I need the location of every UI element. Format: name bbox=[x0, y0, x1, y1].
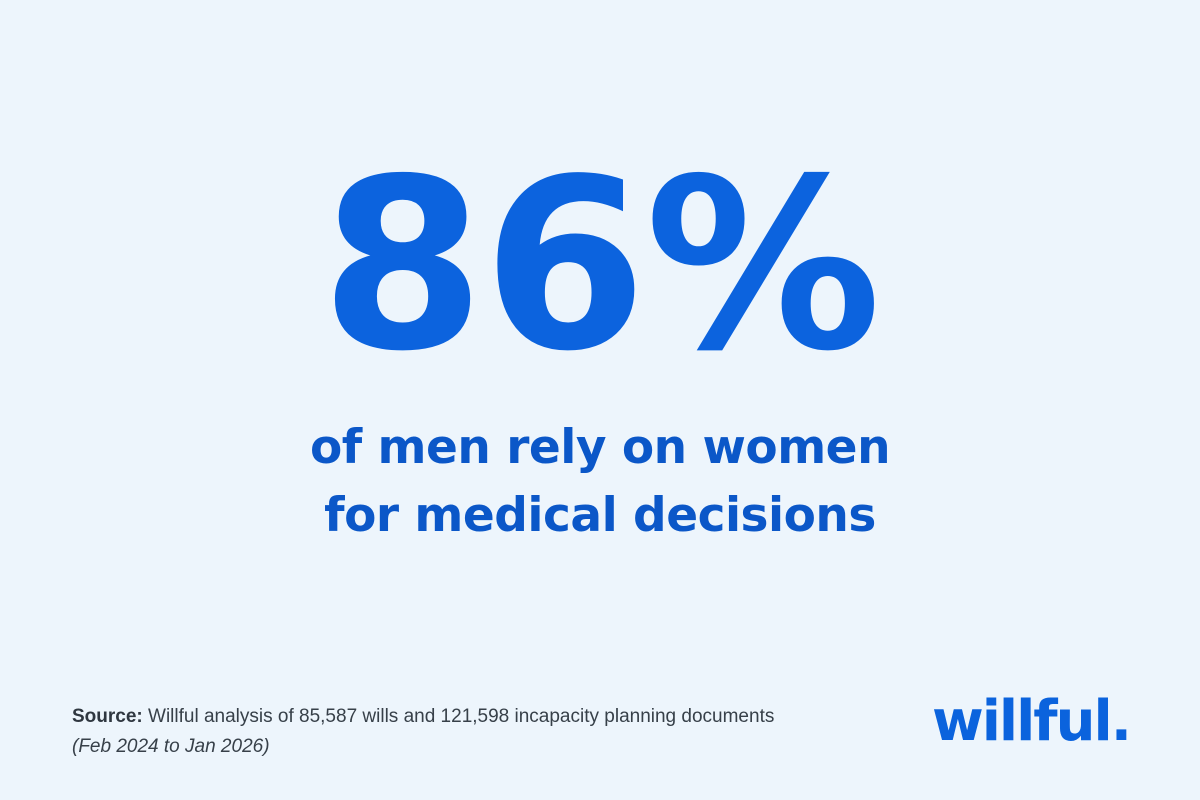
headline-line-2: for medical decisions bbox=[324, 488, 876, 543]
headline-line-1: of men rely on women bbox=[309, 420, 891, 475]
brand-logo: willful. bbox=[931, 689, 1132, 754]
headline-text: of men rely on women for medical decisio… bbox=[0, 414, 1200, 550]
source-label: Source: bbox=[72, 706, 143, 727]
source-date-range: (Feb 2024 to Jan 2026) bbox=[72, 736, 270, 757]
headline-stat: 86% bbox=[320, 128, 882, 403]
source-note: Source: Willful analysis of 85,587 wills… bbox=[72, 702, 892, 762]
source-text: Willful analysis of 85,587 wills and 121… bbox=[148, 706, 775, 727]
